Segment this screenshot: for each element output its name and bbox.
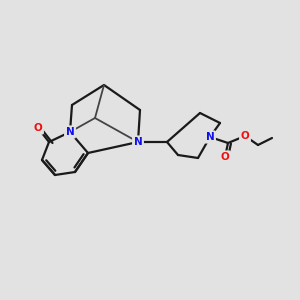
Text: N: N	[206, 132, 214, 142]
Text: O: O	[34, 123, 42, 133]
Text: N: N	[134, 137, 142, 147]
Text: O: O	[220, 152, 230, 162]
Text: N: N	[66, 127, 74, 137]
Text: O: O	[241, 131, 249, 141]
